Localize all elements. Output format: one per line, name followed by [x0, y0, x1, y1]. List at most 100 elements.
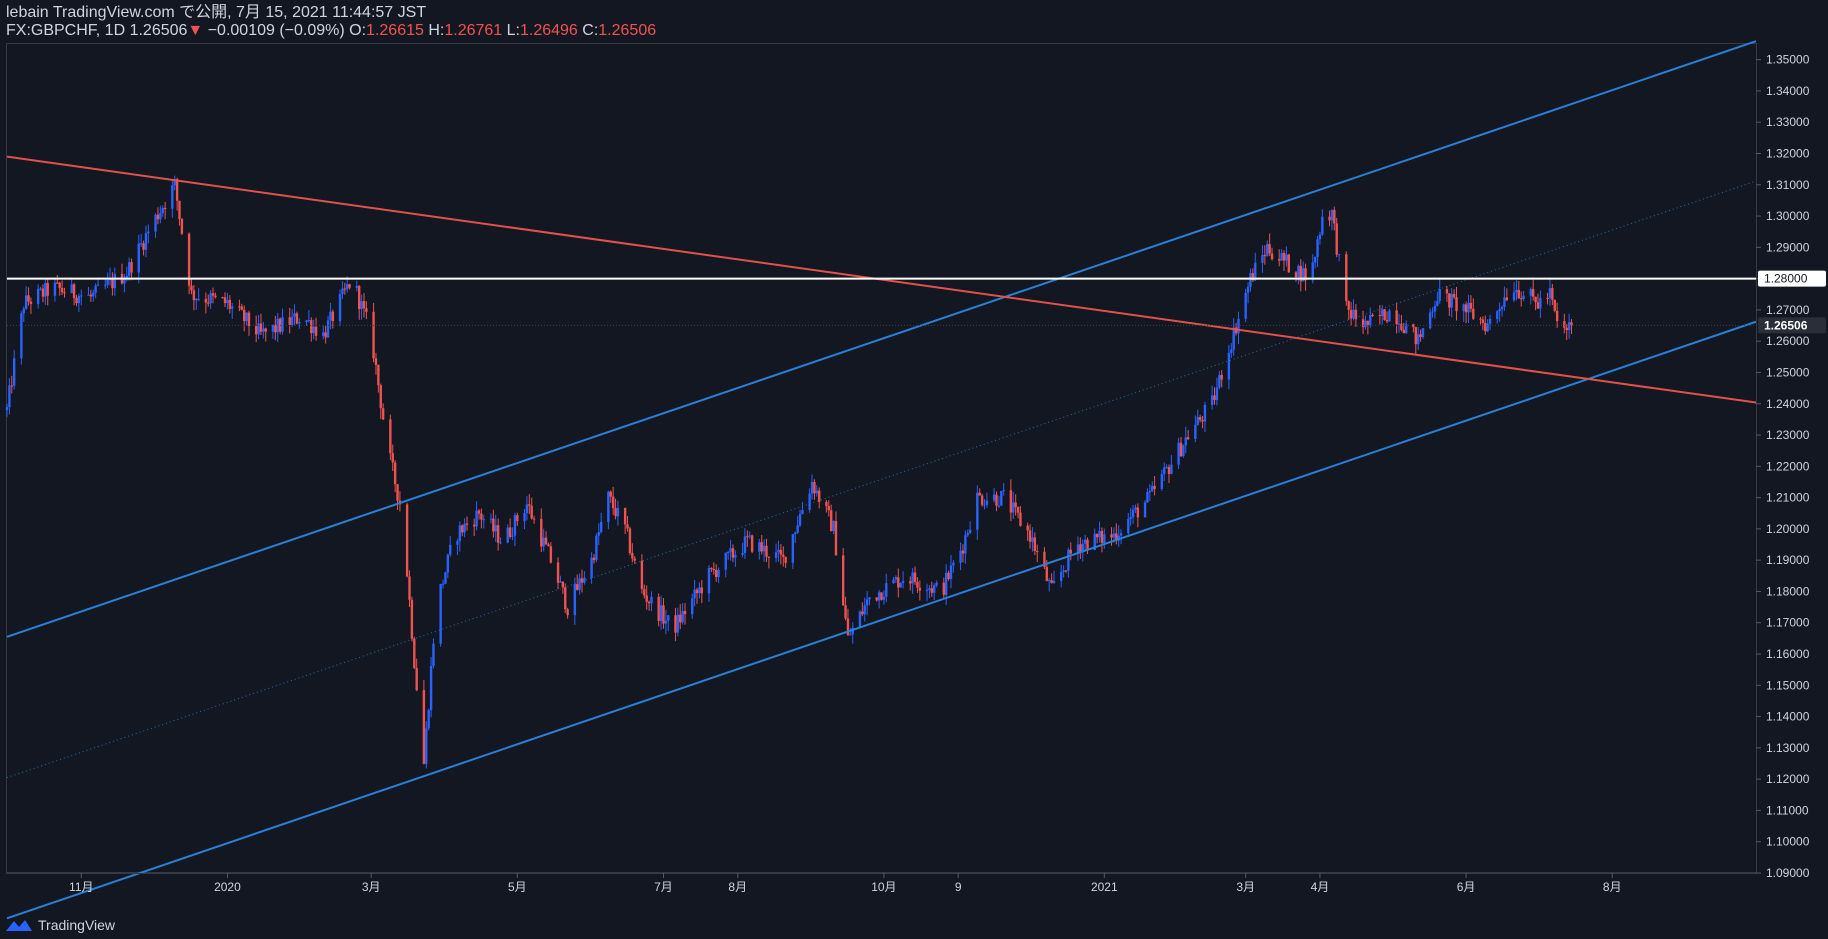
candle-body — [1165, 467, 1168, 469]
candle-body — [691, 598, 694, 615]
candle-body — [72, 284, 76, 298]
candle-body — [616, 507, 620, 517]
candle-body — [489, 518, 493, 520]
candle-body — [544, 537, 548, 545]
candle-body — [858, 611, 862, 628]
candle-body — [355, 286, 358, 288]
tradingview-footer[interactable]: TradingView — [6, 917, 115, 933]
candle-body — [1079, 544, 1082, 552]
candle-body — [695, 589, 699, 594]
candle-body — [1412, 324, 1415, 328]
candle-body — [944, 572, 948, 595]
candle-body — [154, 214, 157, 232]
candle-body — [657, 596, 660, 621]
candle-body — [1232, 327, 1235, 350]
candle-body — [41, 288, 45, 297]
candle-body — [925, 589, 929, 591]
candle-body — [142, 243, 145, 250]
candle-body — [326, 320, 330, 338]
candle-body — [228, 299, 232, 309]
candle-body — [1119, 533, 1123, 536]
candle-body — [259, 323, 263, 332]
candle-body — [1570, 322, 1573, 326]
y-tick-label: 1.19000 — [1766, 553, 1810, 567]
candle-body — [798, 514, 802, 526]
candle-body — [1179, 442, 1183, 457]
publish-info: lebain TradingView.com で公開, 7月 15, 2021 … — [6, 4, 427, 21]
candle-body — [650, 596, 653, 604]
candle-body — [511, 535, 514, 537]
candle-body — [1534, 296, 1537, 303]
candle-body — [341, 288, 344, 295]
candle-body — [1083, 539, 1087, 544]
x-tick-label: 4月 — [1311, 880, 1330, 894]
candle-body — [1469, 302, 1473, 309]
candle-body — [1019, 512, 1022, 526]
candle-body — [1280, 253, 1283, 261]
candle-body — [1151, 485, 1154, 492]
candle-body — [540, 518, 543, 547]
candle-body — [12, 358, 16, 386]
candle-body — [1548, 288, 1552, 299]
x-tick-label: 3月 — [1236, 880, 1255, 894]
candle-body — [281, 317, 284, 332]
candle-body — [1313, 256, 1317, 263]
down-arrow-icon: ▼ — [187, 22, 204, 39]
candle-body — [161, 207, 164, 214]
candle-body — [1146, 492, 1149, 503]
y-tick-label: 1.12000 — [1766, 772, 1810, 786]
candle-body — [645, 595, 648, 602]
candle-body — [365, 308, 368, 312]
candle-body — [1539, 298, 1542, 309]
candle-body — [348, 284, 351, 288]
candle-body — [774, 552, 778, 558]
chart-border — [6, 43, 1757, 873]
symbol-name[interactable]: FX:GBPCHF, 1D 1.26506 — [6, 22, 188, 39]
candle-body — [456, 541, 459, 545]
candle-body — [56, 282, 59, 284]
candle-body — [528, 504, 531, 506]
candle-body — [1304, 268, 1307, 281]
candle-body — [647, 601, 651, 604]
candle-body — [362, 301, 366, 309]
candle-body — [175, 179, 179, 201]
candle-body — [439, 583, 442, 644]
candle-body — [626, 524, 629, 529]
candle-body — [207, 302, 210, 304]
candle-body — [590, 557, 593, 578]
candle-body — [1337, 254, 1341, 256]
candle-body — [1354, 309, 1358, 320]
candle-body — [1287, 254, 1290, 273]
candle-body — [1045, 566, 1049, 581]
candle-body — [53, 282, 57, 296]
candle-body — [322, 332, 325, 336]
y-tick-label: 1.35000 — [1766, 53, 1810, 67]
candle-body — [1086, 539, 1089, 550]
candle-body — [1321, 216, 1324, 235]
candle-body — [1333, 210, 1336, 224]
candle-body — [846, 618, 850, 635]
candle-body — [147, 231, 150, 234]
candle-body — [1048, 580, 1051, 582]
candle-body — [513, 515, 517, 536]
candle-body — [377, 364, 380, 386]
candle-body — [1050, 580, 1053, 583]
candle-body — [1419, 334, 1422, 337]
price-axis[interactable]: 1.09000 1.10000 1.11000 1.12000 1.13000 1.140… — [1756, 53, 1810, 880]
candle-body — [1220, 374, 1223, 380]
level-price-label: 1.28000 — [1764, 272, 1808, 286]
candle-body — [1421, 328, 1425, 337]
candle-body — [1268, 244, 1271, 254]
candle-body — [1349, 309, 1353, 319]
candle-body — [1400, 323, 1403, 330]
time-axis[interactable]: 11月 2020 3月 5月 7月 8月 10月 9 2021 3月 4月 6月 8月 — [69, 873, 1622, 894]
candle-body — [829, 510, 833, 532]
candle-body — [204, 298, 208, 303]
candle-body — [899, 583, 902, 588]
candle-body — [1014, 502, 1017, 508]
candle-body — [379, 385, 382, 409]
candle-body — [662, 605, 665, 624]
candle-body — [1285, 254, 1288, 261]
candle-body — [1251, 273, 1255, 281]
